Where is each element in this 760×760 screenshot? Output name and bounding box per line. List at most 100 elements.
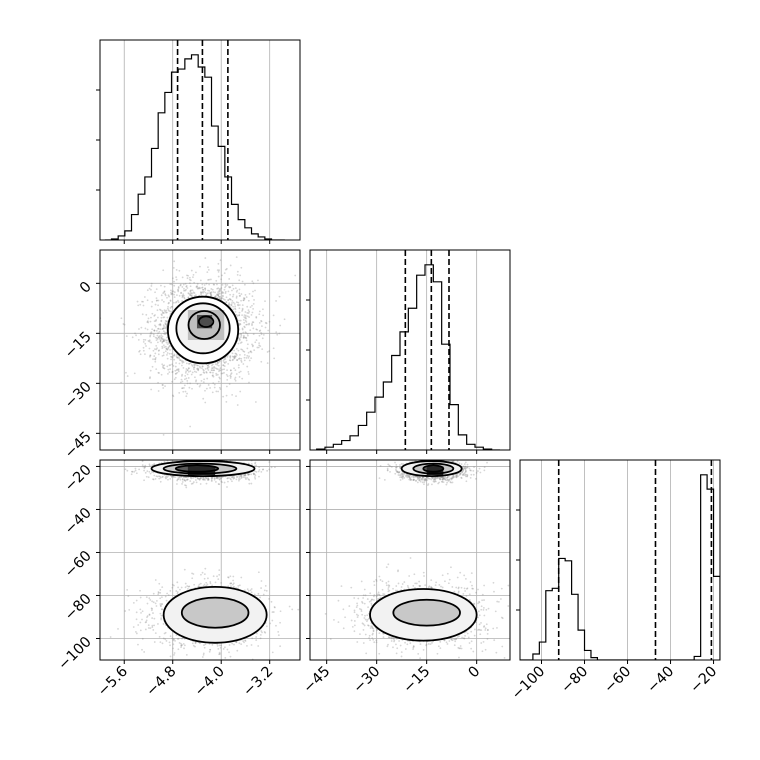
sample-point bbox=[239, 333, 242, 335]
sample-point bbox=[217, 294, 220, 296]
sample-point bbox=[252, 303, 255, 305]
sample-point bbox=[161, 354, 164, 357]
sample-point bbox=[260, 580, 263, 582]
sample-point bbox=[227, 576, 229, 579]
sample-point bbox=[161, 328, 164, 331]
sample-point bbox=[229, 655, 232, 658]
sample-point bbox=[172, 643, 175, 646]
sample-point bbox=[150, 332, 153, 335]
sample-point bbox=[164, 638, 167, 641]
sample-point bbox=[164, 385, 166, 388]
sample-point bbox=[248, 322, 251, 325]
sample-point bbox=[229, 369, 232, 372]
sample-point bbox=[184, 282, 187, 285]
sample-point bbox=[183, 296, 186, 299]
sample-point bbox=[162, 330, 165, 333]
sample-point bbox=[175, 276, 178, 279]
sample-point bbox=[201, 571, 204, 574]
sample-point bbox=[163, 312, 165, 314]
sample-point bbox=[152, 612, 154, 614]
sample-point bbox=[181, 361, 184, 364]
sample-point bbox=[168, 310, 171, 313]
sample-point bbox=[244, 293, 247, 296]
sample-point bbox=[157, 327, 160, 330]
sample-point bbox=[173, 358, 176, 361]
sample-point bbox=[221, 292, 224, 294]
sample-point bbox=[191, 292, 194, 295]
sample-point bbox=[149, 355, 151, 358]
sample-point bbox=[177, 301, 180, 304]
sample-point bbox=[171, 637, 174, 640]
sample-point bbox=[155, 339, 158, 342]
contour-line bbox=[166, 295, 240, 365]
sample-point bbox=[257, 571, 260, 574]
sample-point bbox=[246, 588, 249, 591]
sample-point bbox=[189, 425, 192, 428]
sample-point bbox=[294, 274, 297, 277]
sample-point bbox=[217, 294, 220, 297]
sample-point bbox=[216, 283, 218, 286]
sample-point bbox=[209, 291, 212, 294]
sample-point bbox=[253, 349, 256, 351]
sample-point bbox=[182, 293, 185, 296]
sample-point bbox=[229, 359, 232, 362]
sample-point bbox=[162, 269, 165, 272]
sample-point bbox=[149, 332, 152, 335]
sample-point bbox=[185, 395, 188, 398]
sample-point bbox=[162, 623, 165, 625]
sample-point bbox=[177, 368, 180, 370]
sample-point bbox=[156, 309, 159, 312]
sample-point bbox=[205, 584, 208, 587]
sample-point bbox=[271, 651, 274, 654]
sample-point bbox=[260, 320, 263, 323]
sample-point bbox=[221, 481, 223, 484]
histogram-panel-p3: −100 −80 −60 −40 −20 bbox=[509, 459, 721, 703]
sample-point bbox=[157, 371, 160, 374]
sample-point bbox=[141, 637, 144, 640]
sample-point bbox=[264, 321, 267, 324]
sample-point bbox=[128, 608, 131, 611]
sample-point bbox=[251, 323, 253, 325]
sample-point bbox=[162, 311, 164, 314]
sample-point bbox=[186, 382, 189, 385]
sample-point bbox=[163, 325, 165, 328]
sample-point bbox=[172, 290, 175, 293]
sample-point bbox=[246, 305, 249, 308]
sample-point bbox=[213, 386, 216, 389]
sample-point bbox=[191, 577, 194, 580]
sample-point bbox=[231, 355, 234, 358]
sample-point bbox=[183, 476, 186, 479]
sample-point bbox=[271, 611, 274, 613]
sample-point bbox=[194, 376, 196, 379]
sample-point bbox=[166, 339, 168, 342]
sample-point bbox=[237, 303, 239, 306]
sample-point bbox=[247, 474, 250, 476]
sample-point bbox=[164, 310, 166, 313]
sample-point bbox=[165, 475, 167, 478]
sample-point bbox=[205, 371, 208, 373]
sample-point bbox=[216, 575, 218, 578]
sample-point bbox=[262, 593, 265, 596]
sample-point bbox=[181, 387, 184, 390]
sample-point bbox=[159, 323, 162, 326]
sample-point bbox=[192, 644, 195, 647]
sample-point bbox=[259, 329, 262, 332]
sample-point bbox=[212, 374, 214, 377]
sample-point bbox=[232, 355, 235, 358]
sample-point bbox=[242, 297, 245, 299]
sample-point bbox=[130, 473, 133, 476]
sample-point bbox=[213, 365, 216, 368]
sample-point bbox=[228, 302, 231, 305]
sample-point bbox=[220, 454, 222, 456]
sample-point bbox=[165, 327, 168, 330]
sample-point bbox=[209, 648, 212, 651]
sample-point bbox=[258, 313, 261, 316]
sample-point bbox=[223, 361, 226, 364]
sample-point bbox=[156, 341, 159, 344]
sample-point bbox=[200, 573, 202, 576]
sample-point bbox=[253, 465, 256, 467]
sample-point bbox=[246, 333, 249, 335]
sample-point bbox=[232, 301, 235, 304]
sample-point bbox=[159, 612, 162, 615]
sample-point bbox=[224, 268, 227, 271]
